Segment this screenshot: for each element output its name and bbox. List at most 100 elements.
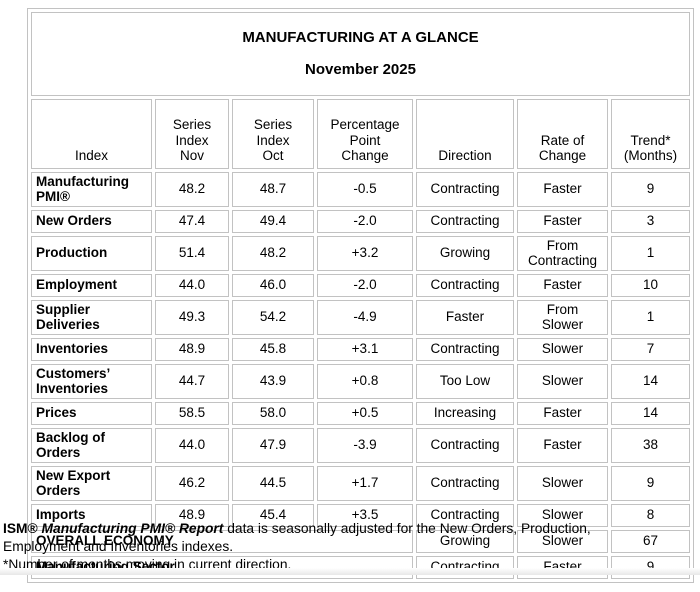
cell-trend-months: 9 <box>611 465 690 501</box>
row-label: OVERALL ECONOMY <box>31 529 413 553</box>
table-row-employment: Employment 44.0 46.0 -2.0 Contracting Fa… <box>31 273 690 297</box>
header-row: Index Series Index Nov Series Index Oct … <box>31 98 690 169</box>
row-label: Imports <box>31 503 152 527</box>
cell-series-index-oct: 44.5 <box>232 465 314 501</box>
cell-trend-months: 14 <box>611 363 690 399</box>
cell-series-index-oct: 47.9 <box>232 427 314 463</box>
title-row: MANUFACTURING AT A GLANCE November 2025 <box>31 12 690 96</box>
row-label: Employment <box>31 273 152 297</box>
cell-direction: Contracting <box>416 273 514 297</box>
col-header-series-index-oct: Series Index Oct <box>232 98 314 169</box>
cell-direction: Too Low <box>416 363 514 399</box>
table-row-backlog-of-orders: Backlog of Orders 44.0 47.9 -3.9 Contrac… <box>31 427 690 463</box>
row-label: New Orders <box>31 209 152 233</box>
table-row-supplier-deliveries: Supplier Deliveries 49.3 54.2 -4.9 Faste… <box>31 299 690 335</box>
cell-percentage-point-change: -0.5 <box>317 171 413 207</box>
row-label: Production <box>31 235 152 271</box>
cell-series-index-nov: 48.9 <box>155 337 229 361</box>
row-label: Prices <box>31 401 152 425</box>
cell-trend-months: 3 <box>611 209 690 233</box>
cell-direction: Faster <box>416 299 514 335</box>
cell-direction: Increasing <box>416 401 514 425</box>
footnote-report-title: Manufacturing PMI® Report <box>37 521 224 536</box>
table-row-imports: Imports 48.9 45.4 +3.5 Contracting Slowe… <box>31 503 690 527</box>
footnote-ism: ISM® <box>3 521 38 536</box>
cell-direction: Contracting <box>416 427 514 463</box>
manufacturing-at-a-glance-table: MANUFACTURING AT A GLANCE November 2025 … <box>27 8 694 583</box>
cell-percentage-point-change: +0.5 <box>317 401 413 425</box>
footnote-text: data is seasonally adjusted for the New … <box>3 521 591 554</box>
col-header-rate-of-change: Rate of Change <box>517 98 608 169</box>
cell-trend-months: 1 <box>611 299 690 335</box>
cell-rate-of-change: Faster <box>517 401 608 425</box>
cell-series-index-nov: 44.7 <box>155 363 229 399</box>
cell-series-index-oct: 58.0 <box>232 401 314 425</box>
cell-trend-months: 10 <box>611 273 690 297</box>
table-row-customers-inventories: Customers’ Inventories 44.7 43.9 +0.8 To… <box>31 363 690 399</box>
cell-rate-of-change: Slower <box>517 337 608 361</box>
row-label: Inventories <box>31 337 152 361</box>
row-label: Backlog of Orders <box>31 427 152 463</box>
cell-rate-of-change: From Slower <box>517 299 608 335</box>
row-label: Manufacturing PMI® <box>31 171 152 207</box>
cell-direction: Contracting <box>416 503 514 527</box>
row-label: Supplier Deliveries <box>31 299 152 335</box>
cell-rate-of-change: Faster <box>517 171 608 207</box>
cell-trend-months: 1 <box>611 235 690 271</box>
cell-percentage-point-change: -2.0 <box>317 209 413 233</box>
cell-direction: Contracting <box>416 209 514 233</box>
cell-rate-of-change: Slower <box>517 363 608 399</box>
cell-rate-of-change: Faster <box>517 427 608 463</box>
cell-direction: Growing <box>416 529 514 553</box>
col-header-percentage-point-change: Percentage Point Change <box>317 98 413 169</box>
table-title: MANUFACTURING AT A GLANCE <box>242 28 479 46</box>
cell-series-index-nov: 44.0 <box>155 273 229 297</box>
cell-rate-of-change: From Contracting <box>517 235 608 271</box>
cell-percentage-point-change: -2.0 <box>317 273 413 297</box>
cell-rate-of-change: Slower <box>517 465 608 501</box>
row-label: New Export Orders <box>31 465 152 501</box>
cell-percentage-point-change: +1.7 <box>317 465 413 501</box>
cell-rate-of-change: Slower <box>517 503 608 527</box>
table-row-overall-economy: OVERALL ECONOMY Growing Slower 67 <box>31 529 690 553</box>
col-header-series-index-nov: Series Index Nov <box>155 98 229 169</box>
cell-direction: Contracting <box>416 465 514 501</box>
cell-series-index-oct: 45.4 <box>232 503 314 527</box>
bottom-edge-shadow <box>0 568 700 575</box>
table-row-prices: Prices 58.5 58.0 +0.5 Increasing Faster … <box>31 401 690 425</box>
cell-trend-months: 7 <box>611 337 690 361</box>
cell-series-index-oct: 54.2 <box>232 299 314 335</box>
table-subtitle: November 2025 <box>305 60 416 78</box>
col-header-index: Index <box>31 98 152 169</box>
table-title-cell: MANUFACTURING AT A GLANCE November 2025 <box>31 12 690 96</box>
table-row-new-orders: New Orders 47.4 49.4 -2.0 Contracting Fa… <box>31 209 690 233</box>
cell-trend-months: 14 <box>611 401 690 425</box>
cell-percentage-point-change: -4.9 <box>317 299 413 335</box>
cell-series-index-nov: 58.5 <box>155 401 229 425</box>
cell-percentage-point-change: -3.9 <box>317 427 413 463</box>
table-row-inventories: Inventories 48.9 45.8 +3.1 Contracting S… <box>31 337 690 361</box>
glance-table: MANUFACTURING AT A GLANCE November 2025 … <box>27 8 694 583</box>
col-header-trend-months: Trend* (Months) <box>611 98 690 169</box>
cell-percentage-point-change: +3.2 <box>317 235 413 271</box>
row-label: Customers’ Inventories <box>31 363 152 399</box>
cell-rate-of-change: Faster <box>517 273 608 297</box>
cell-direction: Growing <box>416 235 514 271</box>
cell-series-index-nov: 48.2 <box>155 171 229 207</box>
cell-trend-months: 9 <box>611 171 690 207</box>
cell-percentage-point-change: +3.5 <box>317 503 413 527</box>
cell-direction: Contracting <box>416 171 514 207</box>
cell-trend-months: 8 <box>611 503 690 527</box>
col-header-direction: Direction <box>416 98 514 169</box>
cell-series-index-oct: 48.7 <box>232 171 314 207</box>
cell-series-index-oct: 43.9 <box>232 363 314 399</box>
cell-series-index-nov: 46.2 <box>155 465 229 501</box>
cell-trend-months: 67 <box>611 529 690 553</box>
table-row-new-export-orders: New Export Orders 46.2 44.5 +1.7 Contrac… <box>31 465 690 501</box>
cell-percentage-point-change: +0.8 <box>317 363 413 399</box>
cell-series-index-nov: 47.4 <box>155 209 229 233</box>
cell-series-index-nov: 49.3 <box>155 299 229 335</box>
cell-rate-of-change: Slower <box>517 529 608 553</box>
cell-percentage-point-change: +3.1 <box>317 337 413 361</box>
cell-series-index-oct: 49.4 <box>232 209 314 233</box>
